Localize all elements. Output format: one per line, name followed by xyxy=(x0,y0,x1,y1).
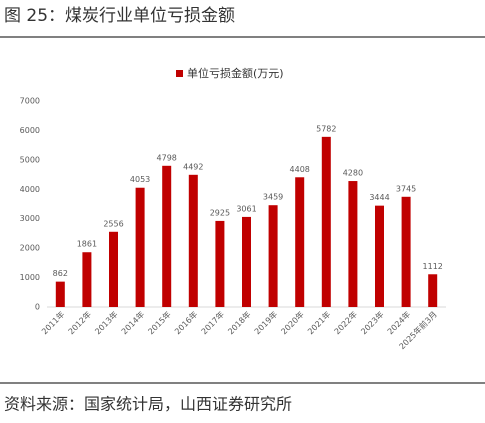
value-label: 3459 xyxy=(263,193,283,202)
bar xyxy=(82,252,92,307)
value-label: 1112 xyxy=(423,262,443,271)
legend-swatch xyxy=(176,70,183,77)
x-tick-label: 2023年 xyxy=(359,309,386,336)
y-tick-label: 3000 xyxy=(20,214,40,223)
value-label: 4798 xyxy=(157,153,177,162)
y-tick-label: 5000 xyxy=(20,155,40,164)
figure-caption: 图 25：煤炭行业单位亏损金额 xyxy=(4,6,235,26)
y-tick-label: 7000 xyxy=(20,97,40,106)
bar xyxy=(242,216,251,307)
bar xyxy=(109,231,118,307)
x-tick-label: 2018年 xyxy=(226,309,253,336)
x-tick-label: 2016年 xyxy=(172,309,199,336)
bar xyxy=(295,177,305,307)
bar xyxy=(375,205,384,307)
x-tick-label: 2012年 xyxy=(66,309,93,336)
value-label: 3444 xyxy=(369,193,389,202)
value-label: 3745 xyxy=(396,184,416,193)
value-label: 4492 xyxy=(183,162,203,171)
value-label: 4053 xyxy=(130,175,150,184)
x-tick-label: 2013年 xyxy=(93,309,120,336)
x-tick-label: 2022年 xyxy=(332,309,359,336)
value-label: 4280 xyxy=(343,169,363,178)
y-tick-label: 0 xyxy=(35,303,40,312)
y-tick-label: 2000 xyxy=(20,244,40,253)
bar xyxy=(162,165,172,307)
value-label: 2556 xyxy=(103,219,123,228)
x-tick-label: 2020年 xyxy=(279,309,306,336)
value-label: 1861 xyxy=(77,240,97,249)
value-label: 862 xyxy=(53,269,68,278)
x-tick-label: 2011年 xyxy=(39,309,66,336)
bar xyxy=(268,205,278,307)
value-label: 5782 xyxy=(316,124,336,133)
y-tick-label: 6000 xyxy=(20,126,40,135)
value-label: 3061 xyxy=(236,204,256,213)
bar xyxy=(348,181,358,307)
value-label: 4408 xyxy=(290,165,310,174)
y-tick-label: 1000 xyxy=(20,273,40,282)
x-tick-label: 2024年 xyxy=(385,309,412,336)
y-tick-label: 4000 xyxy=(20,185,40,194)
bar xyxy=(401,196,411,307)
x-tick-label: 2015年 xyxy=(146,309,173,336)
bar xyxy=(135,187,145,307)
bar xyxy=(428,274,438,307)
bar xyxy=(321,136,331,307)
x-tick-label: 2017年 xyxy=(199,309,226,336)
bar xyxy=(55,281,65,307)
bar xyxy=(188,174,198,307)
source: 资料来源：国家统计局，山西证券研究所 xyxy=(4,395,292,414)
x-tick-label: 2014年 xyxy=(119,309,146,336)
x-tick-label: 2019年 xyxy=(252,309,279,336)
value-label: 2925 xyxy=(210,208,230,217)
x-tick-label: 2021年 xyxy=(305,309,332,336)
bar xyxy=(215,220,225,307)
legend-label: 单位亏损金额(万元) xyxy=(187,66,284,80)
